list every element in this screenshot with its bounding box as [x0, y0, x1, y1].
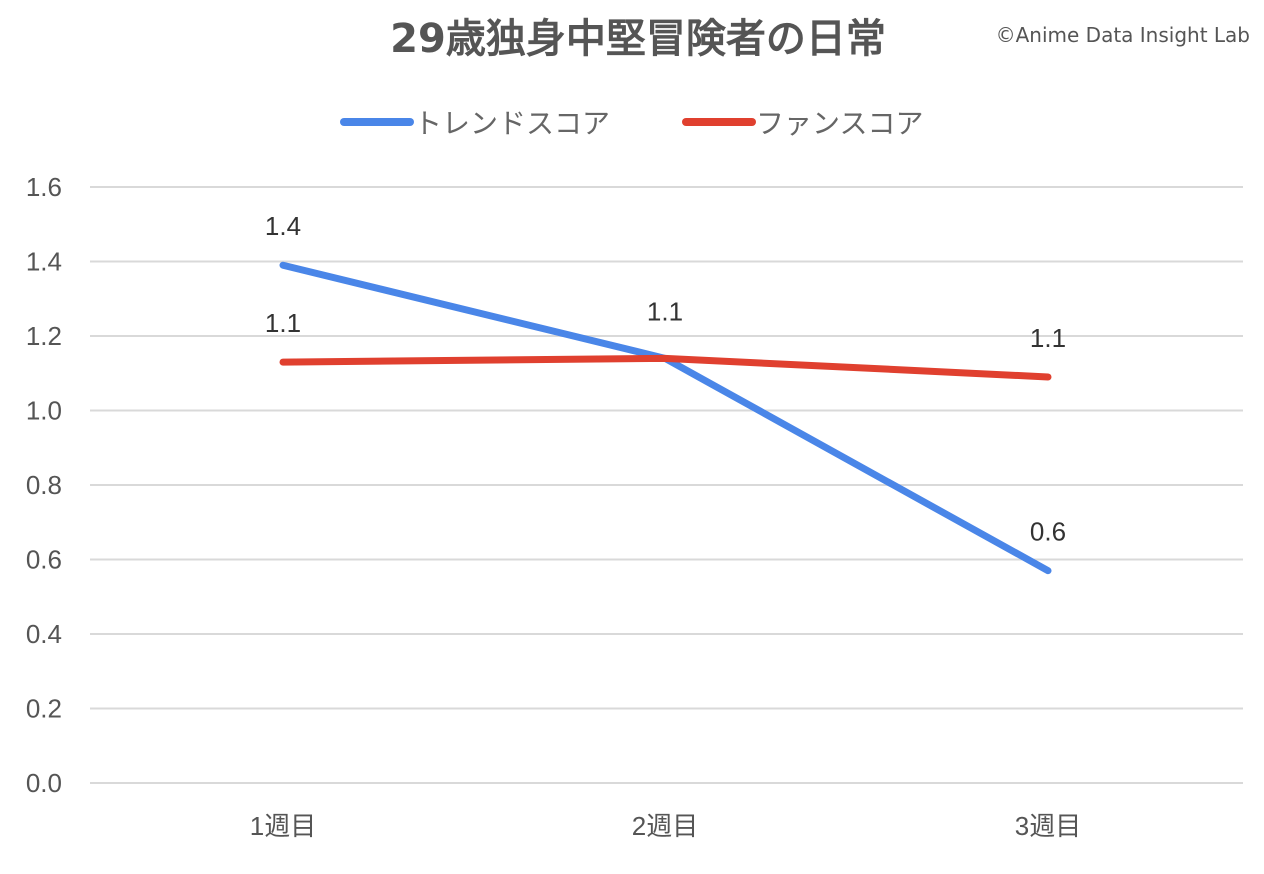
data-label: 1.1 — [265, 308, 301, 338]
y-tick-label: 0.0 — [26, 768, 62, 798]
y-tick-label: 1.0 — [26, 396, 62, 426]
series-line-fan — [279, 354, 1052, 381]
y-tick-label: 0.6 — [26, 545, 62, 575]
x-tick-label: 2週目 — [632, 811, 698, 841]
data-label: 0.6 — [1030, 517, 1066, 547]
legend-label-trend: トレンドスコア — [414, 107, 610, 140]
data-label: 1.4 — [265, 211, 301, 241]
data-label: 1.1 — [647, 296, 683, 326]
data-label: 1.1 — [1030, 323, 1066, 353]
y-tick-label: 1.4 — [26, 247, 62, 277]
chart-title: 29歳独身中堅冒険者の日常 — [390, 16, 886, 62]
x-tick-label: 1週目 — [250, 811, 316, 841]
credit-text: ©Anime Data Insight Lab — [996, 23, 1250, 47]
x-tick-label: 3週目 — [1015, 811, 1081, 841]
y-tick-label: 1.6 — [26, 172, 62, 202]
y-tick-label: 0.8 — [26, 470, 62, 500]
y-tick-label: 0.4 — [26, 619, 62, 649]
y-tick-label: 0.2 — [26, 694, 62, 724]
legend: トレンドスコア ファンスコア — [340, 107, 923, 140]
legend-label-fan: ファンスコア — [756, 107, 923, 140]
y-tick-label: 1.2 — [26, 321, 62, 351]
